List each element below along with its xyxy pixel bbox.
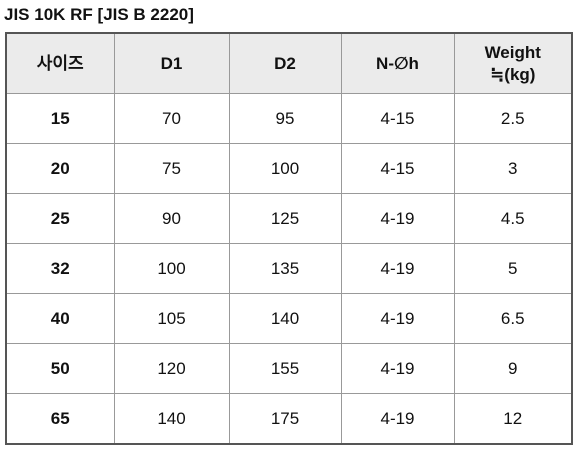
table-cell: 4-19 [340, 193, 455, 244]
size-cell: 40 [5, 293, 115, 344]
table-cell: 70 [113, 93, 230, 144]
table-cell: 95 [228, 93, 342, 144]
table-row: 65 140 175 4-19 12 [5, 393, 573, 445]
column-header: D2 [228, 32, 342, 94]
table-cell: 9 [453, 343, 573, 394]
table-cell: 4-15 [340, 93, 455, 144]
size-cell: 32 [5, 243, 115, 294]
table-cell: 135 [228, 243, 342, 294]
table-body: 15 70 95 4-15 2.5 20 75 100 4-15 3 25 90 125 4-19 4.5 3… [5, 93, 573, 445]
column-header: Weight ≒(kg) [453, 32, 573, 94]
table-cell: 120 [113, 343, 230, 394]
table-cell: 4-19 [340, 293, 455, 344]
table-cell: 4-19 [340, 343, 455, 394]
table-row: 15 70 95 4-15 2.5 [5, 93, 573, 144]
table-cell: 75 [113, 143, 230, 194]
size-cell: 65 [5, 393, 115, 445]
header-row: 사이즈 D1 D2 N-∅h Weight ≒(kg) [5, 32, 573, 94]
table-cell: 4-19 [340, 243, 455, 294]
table-row: 32 100 135 4-19 5 [5, 243, 573, 294]
table-cell: 105 [113, 293, 230, 344]
table-cell: 4.5 [453, 193, 573, 244]
table-row: 50 120 155 4-19 9 [5, 343, 573, 394]
table-cell: 125 [228, 193, 342, 244]
table-cell: 155 [228, 343, 342, 394]
table-cell: 12 [453, 393, 573, 445]
table-cell: 140 [228, 293, 342, 344]
table-cell: 6.5 [453, 293, 573, 344]
title: JIS 10K RF [JIS B 2220] [4, 5, 194, 24]
column-header: N-∅h [340, 32, 455, 94]
table-row: 20 75 100 4-15 3 [5, 143, 573, 194]
size-cell: 50 [5, 343, 115, 394]
column-header: 사이즈 [5, 32, 115, 94]
spec-table: 사이즈 D1 D2 N-∅h Weight ≒(kg) 15 70 95 4-15 2.5 20 7… [5, 32, 573, 445]
table-cell: 4-15 [340, 143, 455, 194]
table-cell: 140 [113, 393, 230, 445]
table-row: 25 90 125 4-19 4.5 [5, 193, 573, 244]
size-cell: 20 [5, 143, 115, 194]
table-cell: 90 [113, 193, 230, 244]
table-cell: 5 [453, 243, 573, 294]
size-cell: 25 [5, 193, 115, 244]
table-row: 40 105 140 4-19 6.5 [5, 293, 573, 344]
table-cell: 3 [453, 143, 573, 194]
table-cell: 2.5 [453, 93, 573, 144]
table-header: 사이즈 D1 D2 N-∅h Weight ≒(kg) [5, 32, 573, 94]
table-cell: 100 [228, 143, 342, 194]
table-cell: 100 [113, 243, 230, 294]
table-cell: 4-19 [340, 393, 455, 445]
size-cell: 15 [5, 93, 115, 144]
column-header: D1 [113, 32, 230, 94]
table-cell: 175 [228, 393, 342, 445]
